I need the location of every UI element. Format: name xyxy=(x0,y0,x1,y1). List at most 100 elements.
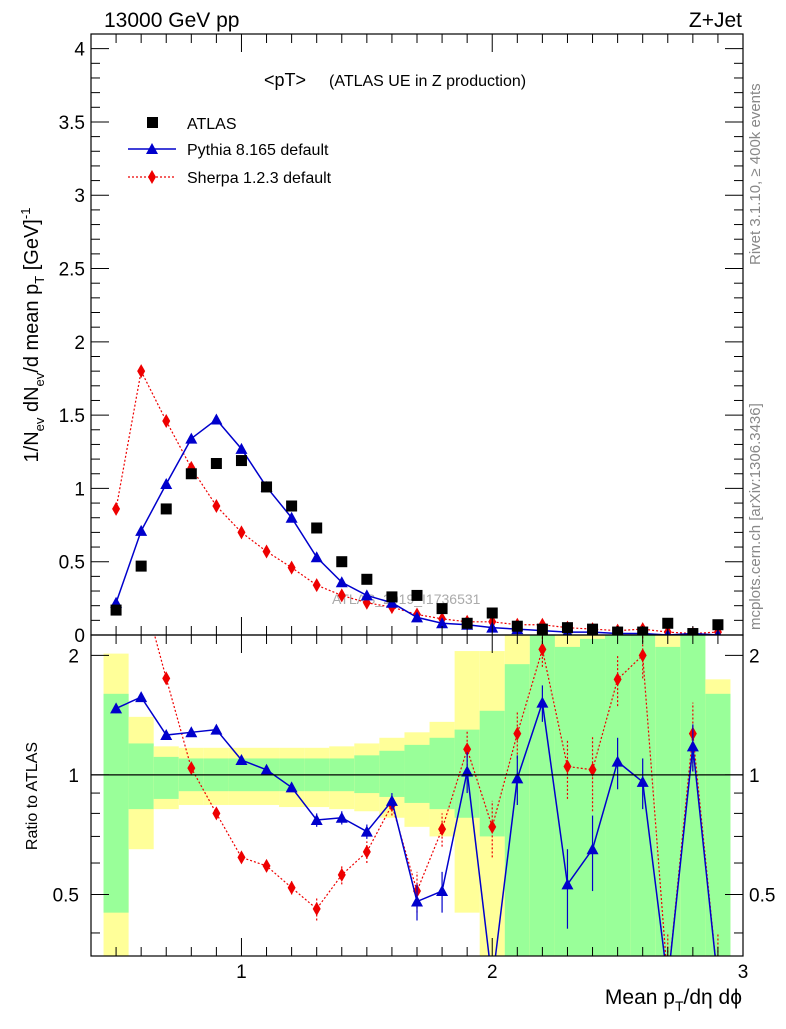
atlas-point xyxy=(662,617,674,629)
main-y-tick-label: 3 xyxy=(74,186,85,207)
sherpa-ratio-point xyxy=(337,867,346,882)
pythia-main-point xyxy=(160,478,173,490)
pythia-main-point xyxy=(210,413,223,425)
sherpa-ratio-point xyxy=(488,819,497,834)
atlas-point xyxy=(286,500,298,512)
pythia-main-point xyxy=(436,617,449,629)
ratio-y-tick-label-left: 1 xyxy=(68,766,79,787)
atlas-point xyxy=(135,560,147,572)
sherpa-ratio-point xyxy=(563,759,572,774)
pythia-ratio-point xyxy=(611,755,624,767)
x-tick-label: 2 xyxy=(487,962,498,983)
sherpa-ratio-point xyxy=(237,850,246,865)
pythia-main-point xyxy=(310,551,323,563)
band-inner xyxy=(354,755,380,794)
sherpa-ratio-point xyxy=(362,844,371,859)
atlas-point xyxy=(436,603,448,615)
atlas-point xyxy=(386,591,398,603)
atlas-point xyxy=(110,604,122,616)
main-y-tick-label: 0.5 xyxy=(59,553,85,574)
sherpa-ratio-point xyxy=(638,648,647,663)
pythia-ratio-point xyxy=(210,723,223,735)
atlas-point xyxy=(235,455,247,467)
band-inner xyxy=(128,743,154,810)
sherpa-main-point xyxy=(237,525,246,540)
sherpa-ratio-point xyxy=(438,822,447,837)
sherpa-main-point xyxy=(262,544,271,559)
ratio-y-tick-label-right: 1 xyxy=(749,766,760,787)
band-inner xyxy=(153,756,179,799)
atlas-point xyxy=(461,617,473,629)
sherpa-ratio-point xyxy=(538,642,547,657)
atlas-point xyxy=(160,503,172,515)
pythia-main-point xyxy=(360,589,373,601)
sherpa-ratio-point xyxy=(137,578,145,592)
band-inner xyxy=(680,635,706,956)
sherpa-ratio-point xyxy=(463,742,472,757)
pythia-main-point xyxy=(185,432,198,444)
plot-title: <pT> (ATLAS UE in Z production) xyxy=(264,70,526,90)
atlas-point xyxy=(185,468,197,480)
band-inner xyxy=(529,635,555,956)
atlas-point xyxy=(361,573,373,585)
atlas-point xyxy=(411,589,423,601)
main-y-tick-label: 4 xyxy=(74,40,85,61)
pythia-ratio-point xyxy=(436,885,449,897)
pythia-main-point xyxy=(135,524,148,536)
pythia-ratio-point xyxy=(636,775,649,787)
atlas-point xyxy=(712,619,724,631)
sherpa-main-point xyxy=(287,560,296,575)
sherpa-main-point xyxy=(312,578,321,593)
band-inner xyxy=(103,693,129,913)
pythia-ratio-point xyxy=(586,843,599,855)
energy-label: 13000 GeV pp xyxy=(104,9,239,32)
sherpa-ratio-point xyxy=(187,761,196,776)
ratio-plot-data xyxy=(110,578,719,956)
sherpa-ratio-point xyxy=(287,880,296,895)
pythia-main-point xyxy=(411,611,423,623)
band-inner xyxy=(504,664,530,956)
sherpa-ratio-point xyxy=(513,726,522,741)
main-y-axis-title: 1/Nev dNev/d mean pT [GeV]-1 xyxy=(18,208,47,463)
main-y-tick-label: 1.5 xyxy=(59,406,85,427)
pythia-main-point xyxy=(235,442,248,454)
plot-title-main: <pT> xyxy=(264,70,306,90)
atlas-point xyxy=(210,457,222,469)
sherpa-main-point xyxy=(112,501,121,516)
atlas-point xyxy=(311,522,323,534)
pythia-ratio-point xyxy=(461,765,474,777)
legend: ATLAS Pythia 8.165 default Sherpa 1.2.3 … xyxy=(128,116,332,187)
ratio-y-tick-label-left: 0.5 xyxy=(53,885,79,906)
main-y-tick-label: 2 xyxy=(74,333,85,354)
x-axis-title: Mean pT/dη dϕ xyxy=(605,986,742,1014)
legend-pythia-label: Pythia 8.165 default xyxy=(187,142,329,159)
band-inner xyxy=(379,750,405,797)
ratio-y-tick-label-left: 2 xyxy=(68,646,79,667)
x-tick-label: 1 xyxy=(236,962,247,983)
process-label: Z+Jet xyxy=(689,9,742,32)
band-inner xyxy=(705,693,731,956)
main-y-tick-label: 3.5 xyxy=(59,113,85,134)
sherpa-ratio-point xyxy=(162,671,171,686)
pythia-ratio-point xyxy=(160,729,173,741)
ratio-y-tick-label-right: 2 xyxy=(749,646,760,667)
pythia-ratio-point xyxy=(686,740,699,752)
band-inner xyxy=(554,646,580,956)
sherpa-main-point xyxy=(137,364,146,379)
pythia-ratio-point xyxy=(411,895,423,907)
band-inner xyxy=(429,737,455,810)
pythia-ratio-point xyxy=(110,702,123,714)
sherpa-main-point xyxy=(337,588,346,603)
pythia-ratio-point xyxy=(135,691,148,703)
atlas-point xyxy=(336,556,348,568)
plot-title-suffix: (ATLAS UE in Z production) xyxy=(329,73,526,90)
x-tick-label: 3 xyxy=(738,962,749,983)
rivet-label: Rivet 3.1.10, ≥ 400k events xyxy=(747,83,764,265)
sherpa-ratio-point xyxy=(613,672,622,687)
band-inner xyxy=(479,710,505,837)
band-inner xyxy=(404,744,430,803)
band-inner xyxy=(655,646,681,956)
sherpa-main-point xyxy=(212,499,221,514)
